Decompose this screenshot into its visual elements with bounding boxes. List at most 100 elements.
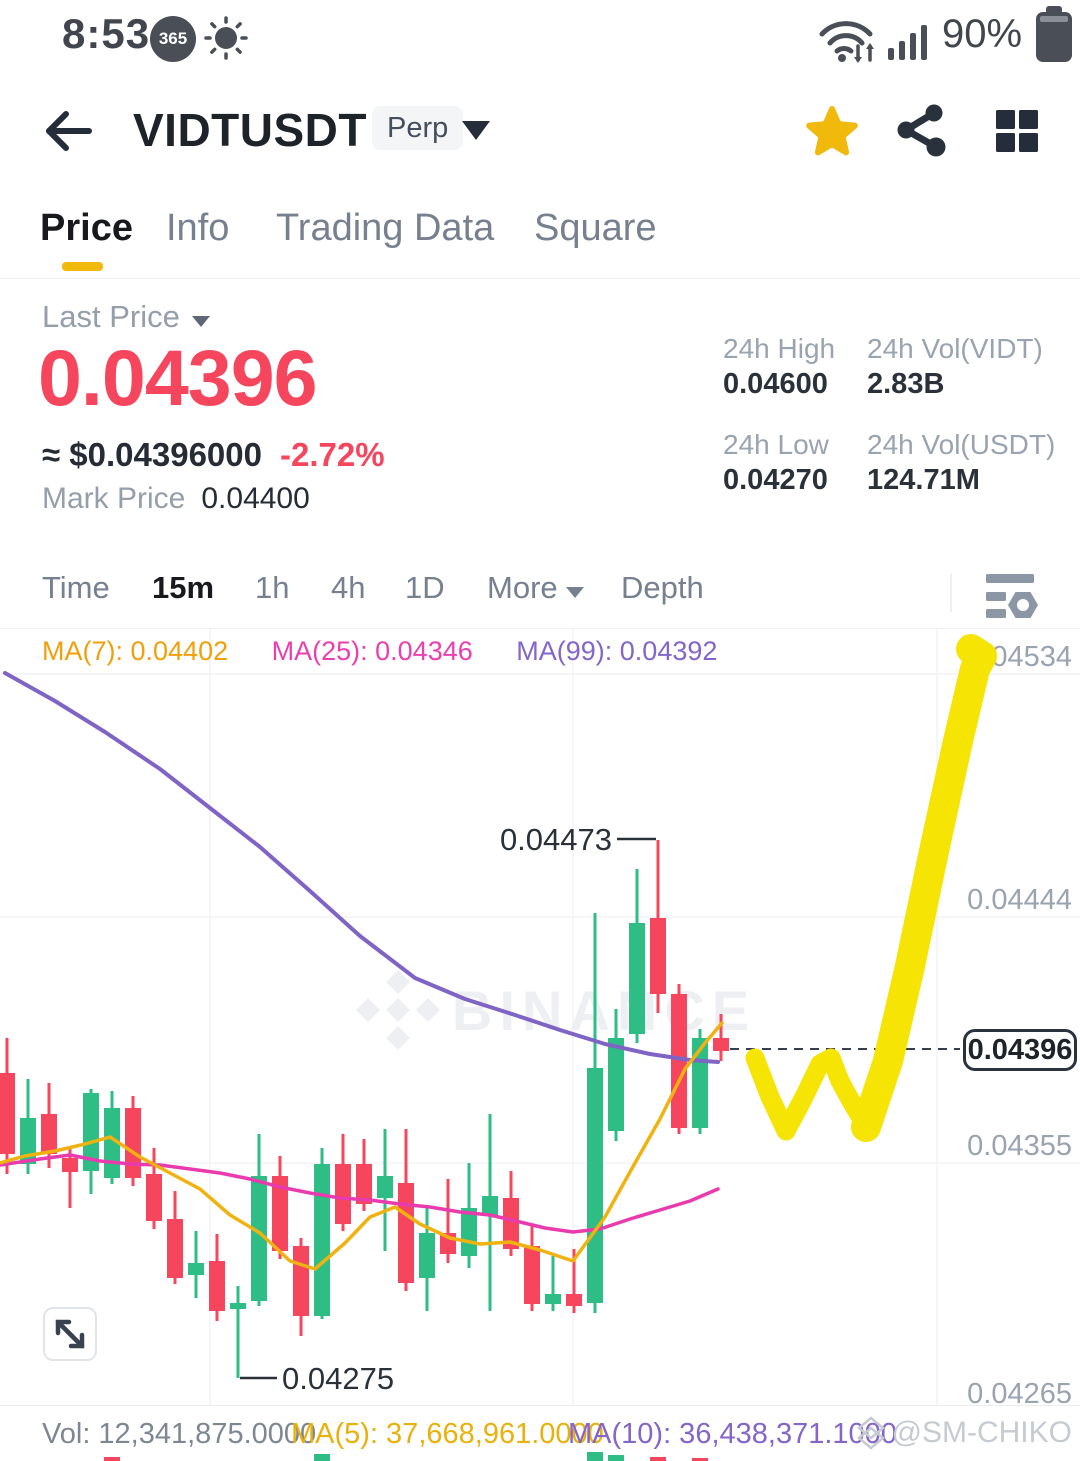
ma25-line bbox=[0, 1153, 720, 1234]
stat-low-value: 0.04270 bbox=[723, 464, 828, 496]
candle-body bbox=[209, 1261, 225, 1311]
y-tick-3: 0.04355 bbox=[967, 1130, 1072, 1162]
candle-body bbox=[335, 1164, 351, 1224]
volume-bar bbox=[608, 1455, 624, 1461]
volume-bar bbox=[587, 1452, 603, 1461]
axis-labels-layer: 0.04534 0.04444 0.04355 0.04265 0.04473 … bbox=[282, 641, 1072, 1408]
volume-bars bbox=[0, 1451, 1080, 1461]
candle-body bbox=[524, 1246, 540, 1304]
change-24h: -2.72% bbox=[279, 436, 385, 473]
tab-price[interactable]: Price bbox=[40, 207, 133, 249]
ma99-line bbox=[3, 671, 720, 1064]
notification-badge-365-icon: 365 bbox=[150, 16, 196, 62]
candle-body bbox=[503, 1198, 519, 1249]
swing-low-label: 0.04275 bbox=[282, 1361, 394, 1396]
chart-settings-icon[interactable] bbox=[986, 568, 1040, 622]
stat-high-value: 0.04600 bbox=[723, 368, 828, 400]
volume-ma5: MA(5): 37,668,961.0000 bbox=[291, 1418, 604, 1450]
gridlines-layer bbox=[0, 629, 1080, 1408]
marker-surge-stroke bbox=[851, 634, 997, 1142]
tf-time[interactable]: Time bbox=[42, 570, 110, 605]
candle-body bbox=[566, 1294, 582, 1306]
tf-4h[interactable]: 4h bbox=[331, 570, 366, 605]
candle-body bbox=[314, 1164, 330, 1316]
candle-body bbox=[62, 1158, 78, 1172]
volume-bar bbox=[314, 1454, 330, 1461]
candle-body bbox=[83, 1093, 99, 1171]
tabs-divider bbox=[0, 278, 1080, 279]
annotation-lines-layer bbox=[240, 837, 960, 1380]
last-price-axis-tag: 0.04396 bbox=[963, 1029, 1077, 1071]
credit-watermark: @SM-CHIKO bbox=[856, 1416, 1072, 1450]
grid-layout-icon[interactable] bbox=[996, 110, 1040, 154]
candle-wick bbox=[572, 1249, 576, 1313]
credit-text: @SM-CHIKO bbox=[891, 1416, 1072, 1449]
cellular-signal-icon bbox=[888, 25, 927, 60]
volume-bar bbox=[650, 1457, 666, 1461]
fiat-equivalent: ≈ $0.04396000 bbox=[42, 436, 262, 473]
chart-canvas[interactable]: BINANCE 0.04534 0.04444 0.04355 0.04265 … bbox=[0, 629, 1080, 1408]
y-tick-2: 0.04444 bbox=[967, 884, 1072, 916]
candle-wick bbox=[236, 1286, 240, 1378]
mark-price-row: Mark Price 0.04400 bbox=[42, 482, 310, 516]
ma7-line bbox=[0, 1021, 724, 1271]
candle-body bbox=[356, 1164, 372, 1204]
tf-more[interactable]: More bbox=[487, 570, 584, 606]
candle-body bbox=[671, 994, 687, 1128]
candle-body bbox=[650, 918, 666, 994]
wifi-icon bbox=[819, 21, 874, 63]
battery-icon bbox=[1036, 6, 1072, 62]
candle-body bbox=[293, 1246, 309, 1316]
tf-1h[interactable]: 1h bbox=[255, 570, 290, 605]
active-tab-underline bbox=[62, 262, 103, 271]
candle-body bbox=[20, 1118, 36, 1164]
candle-body bbox=[398, 1183, 414, 1283]
candle-body bbox=[587, 1068, 603, 1303]
mark-price-label: Mark Price bbox=[42, 482, 186, 515]
back-arrow-icon[interactable] bbox=[42, 108, 94, 154]
candle-body bbox=[713, 1038, 729, 1051]
price-mode-selector[interactable]: Last Price bbox=[42, 299, 210, 335]
candle-body bbox=[482, 1196, 498, 1216]
stat-volquote-label: 24h Vol(USDT) bbox=[867, 429, 1056, 460]
clock: 8:53 bbox=[62, 10, 151, 57]
tab-info[interactable]: Info bbox=[166, 207, 230, 249]
ma-lines-layer bbox=[0, 671, 724, 1271]
candle-body bbox=[629, 923, 645, 1034]
volume-bar bbox=[692, 1458, 708, 1461]
tab-square[interactable]: Square bbox=[534, 207, 657, 249]
tab-trading-data[interactable]: Trading Data bbox=[276, 207, 495, 249]
fullscreen-expand-button[interactable] bbox=[43, 1307, 97, 1361]
ma25-label: MA(25): 0.04346 bbox=[271, 636, 473, 666]
fiat-equivalent-row: ≈ $0.04396000 -2.72% bbox=[42, 436, 385, 474]
tf-depth[interactable]: Depth bbox=[621, 570, 704, 605]
candle-wick bbox=[551, 1256, 555, 1311]
tf-1d[interactable]: 1D bbox=[405, 570, 445, 605]
price-mode-label: Last Price bbox=[42, 299, 180, 334]
volume-value: Vol: 12,341,875.0000 bbox=[42, 1418, 317, 1450]
credit-diamond-icon bbox=[856, 1416, 885, 1450]
candle-body bbox=[230, 1303, 246, 1309]
hand-drawn-marker-layer bbox=[745, 634, 997, 1142]
chart-panel: BINANCE 0.04534 0.04444 0.04355 0.04265 … bbox=[0, 628, 1080, 1408]
volume-info-bar: Vol: 12,341,875.0000 MA(5): 37,668,961.0… bbox=[0, 1405, 1080, 1461]
chevron-down-icon bbox=[191, 316, 210, 327]
chevron-down-icon bbox=[565, 587, 584, 598]
tf-15m[interactable]: 15m bbox=[152, 570, 215, 605]
candle-body bbox=[188, 1263, 204, 1275]
candle-wick bbox=[719, 1014, 723, 1061]
expand-arrows-icon bbox=[55, 1319, 85, 1349]
candle-body bbox=[41, 1114, 57, 1154]
share-icon[interactable] bbox=[896, 104, 950, 158]
ma7-label: MA(7): 0.04402 bbox=[42, 636, 229, 666]
battery-percent: 90% bbox=[942, 12, 1023, 56]
symbol-dropdown-icon[interactable] bbox=[462, 121, 490, 140]
candle-body bbox=[0, 1073, 15, 1154]
favorite-star-icon[interactable] bbox=[806, 106, 858, 158]
brightness-sun-icon bbox=[204, 16, 248, 60]
ma-overlay-row: MA(7): 0.04402 MA(25): 0.04346 MA(99): 0… bbox=[42, 636, 753, 667]
toolbar-divider bbox=[950, 574, 952, 612]
stat-high-label: 24h High bbox=[723, 333, 836, 364]
candle-body bbox=[167, 1219, 183, 1278]
stat-volbase-label: 24h Vol(VIDT) bbox=[867, 333, 1043, 364]
